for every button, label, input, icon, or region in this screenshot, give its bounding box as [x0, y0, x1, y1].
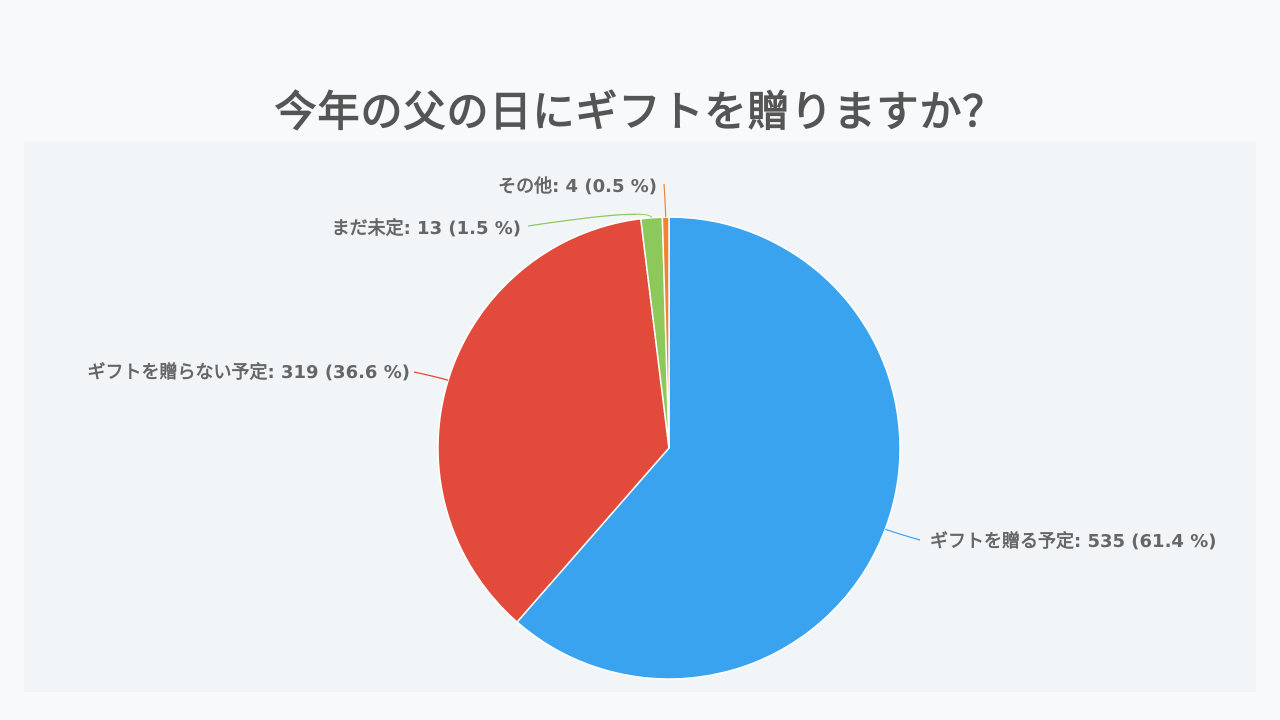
pie-slice-1	[516, 216, 901, 680]
data-label-2: ギフトを贈らない予定: 319 (36.6 %)	[88, 361, 410, 383]
data-label-4: その他: 4 (0.5 %)	[498, 175, 657, 197]
leader-lines	[413, 183, 921, 541]
pie-slices	[437, 216, 901, 680]
leader-line-2	[413, 371, 449, 381]
leader-line-3	[527, 213, 653, 227]
data-label-3: まだ未定: 13 (1.5 %)	[332, 217, 521, 239]
data-label-1: ギフトを贈る予定: 535 (61.4 %)	[930, 530, 1216, 552]
leader-line-4	[663, 183, 667, 218]
pie-slice-2	[437, 217, 670, 624]
slice-labels: ギフトを贈る予定: 535 (61.4 %) ギフトを贈らない予定: 319 (3…	[88, 175, 1217, 552]
leader-line-1	[885, 528, 921, 541]
chart-title: 今年の父の日にギフトを贈りますか？	[274, 87, 1006, 136]
